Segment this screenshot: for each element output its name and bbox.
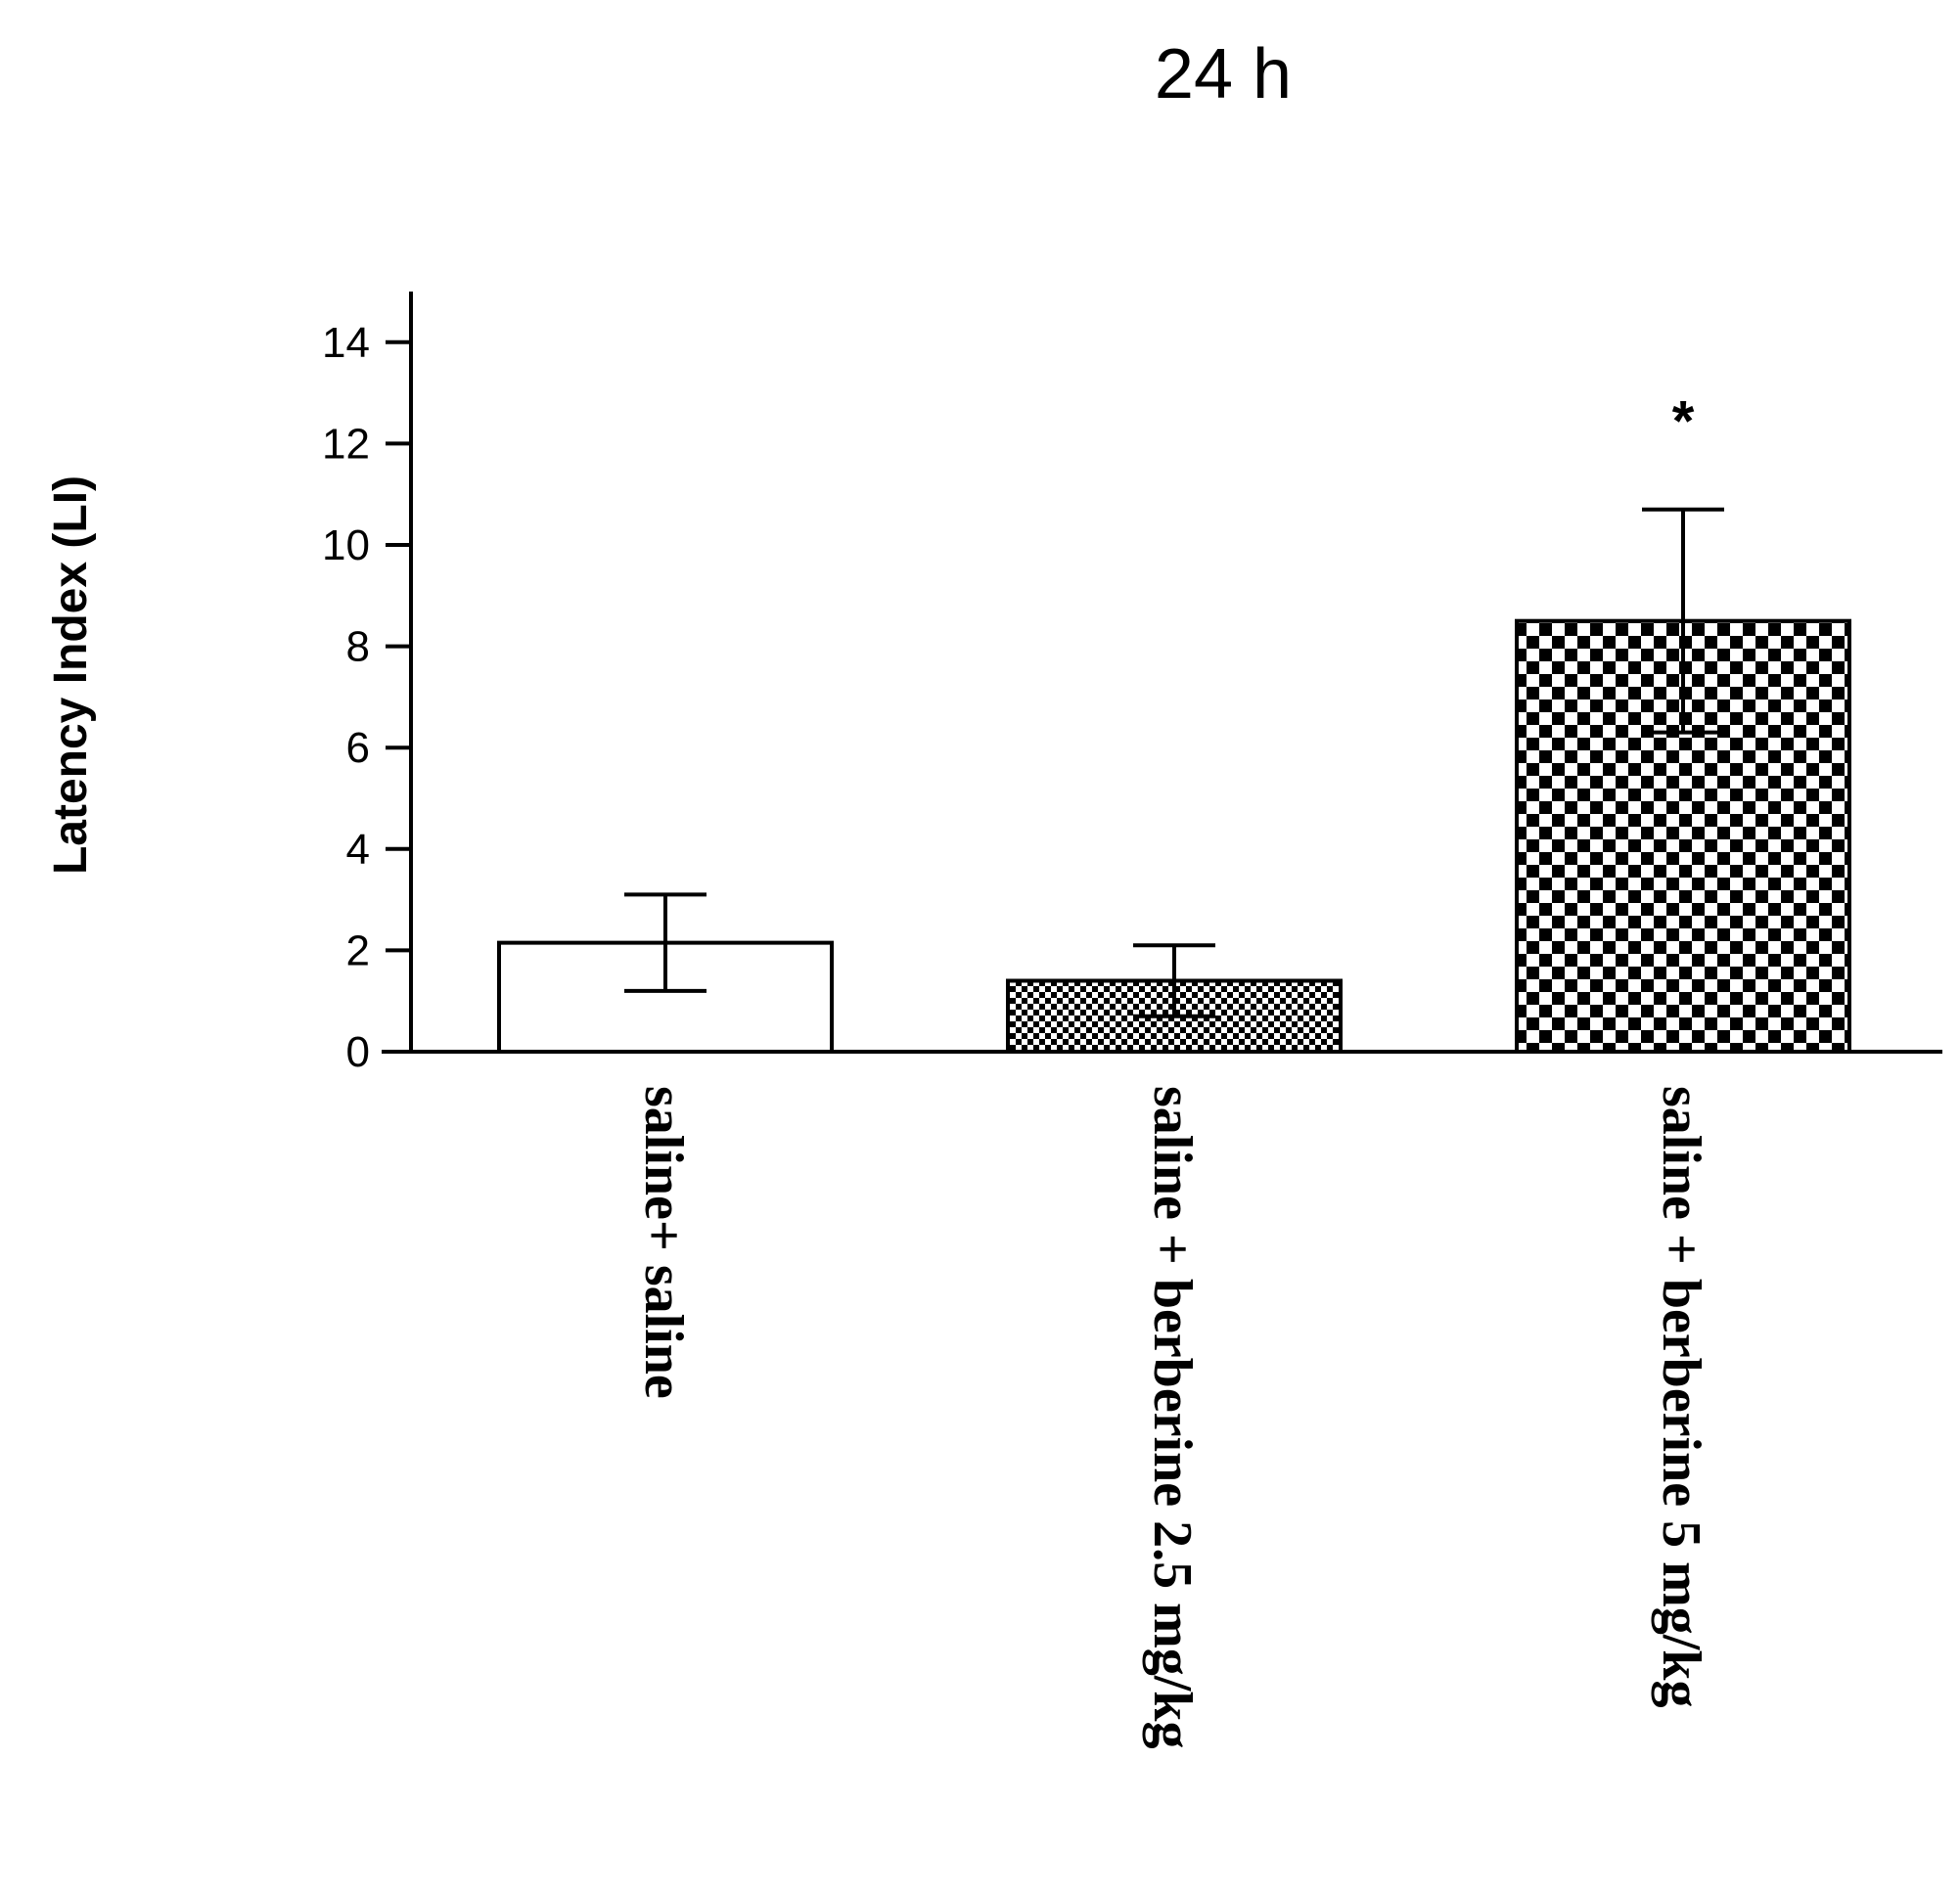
y-tick-label: 4 bbox=[346, 826, 370, 874]
y-tick-label: 14 bbox=[322, 319, 370, 367]
y-tick-label: 2 bbox=[346, 926, 370, 974]
x-category-label: saline + berberine 5 mg/kg bbox=[1651, 1086, 1711, 1707]
y-tick-label: 0 bbox=[346, 1028, 370, 1076]
x-category-label: saline + berberine 2.5 mg/kg bbox=[1142, 1086, 1203, 1748]
y-axis-label: Latency Index (LI) bbox=[45, 475, 97, 875]
significance-marker: * bbox=[1672, 390, 1695, 454]
y-tick-label: 8 bbox=[346, 623, 370, 671]
bar bbox=[1515, 618, 1851, 1054]
x-category-label: saline+ saline bbox=[633, 1086, 694, 1399]
y-tick-label: 12 bbox=[322, 420, 370, 468]
y-tick-label: 10 bbox=[322, 521, 370, 569]
y-tick-label: 6 bbox=[346, 724, 370, 772]
chart-title: 24 h bbox=[1155, 35, 1292, 113]
plot-area: 0 2 4 6 8 10 12 14 saline+ saline saline + berber… bbox=[322, 292, 1942, 1748]
